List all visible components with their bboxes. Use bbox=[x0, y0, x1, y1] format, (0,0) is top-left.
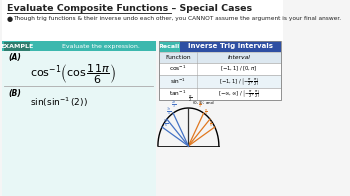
Text: Function: Function bbox=[165, 54, 191, 60]
Text: $\sin^{-1}$: $\sin^{-1}$ bbox=[170, 77, 186, 86]
Text: $[-1,1]\;/\;[0,\pi]$: $[-1,1]\;/\;[0,\pi]$ bbox=[220, 64, 258, 73]
Bar bbox=[159, 63, 281, 75]
Bar bbox=[2, 41, 156, 51]
Text: Though trig functions & their inverse undo each other, you CANNOT assume the arg: Though trig functions & their inverse un… bbox=[13, 16, 341, 21]
Text: $[-\infty,\infty]\;/\;\left[-\frac{\pi}{2},\frac{\pi}{2}\right]$: $[-\infty,\infty]\;/\;\left[-\frac{\pi}{… bbox=[218, 88, 260, 99]
Bar bbox=[159, 41, 180, 52]
Text: Recall: Recall bbox=[159, 44, 180, 49]
Bar bbox=[4, 42, 30, 51]
Text: $\cos^{-1}\!\left(\cos\dfrac{11\pi}{6}\right)$: $\cos^{-1}\!\left(\cos\dfrac{11\pi}{6}\r… bbox=[30, 63, 116, 86]
Text: (B): (B) bbox=[9, 89, 22, 98]
Text: $\frac{5\pi}{6}$: $\frac{5\pi}{6}$ bbox=[163, 119, 169, 130]
Text: ●: ● bbox=[7, 16, 13, 22]
Bar bbox=[159, 87, 281, 100]
Text: $\frac{3\pi}{4}$: $\frac{3\pi}{4}$ bbox=[166, 107, 172, 118]
Text: $\frac{\pi}{3}$: $\frac{\pi}{3}$ bbox=[198, 101, 202, 111]
Text: Evaluate Composite Functions – Special Cases: Evaluate Composite Functions – Special C… bbox=[7, 4, 252, 13]
Text: $(0, 1)$; and: $(0, 1)$; and bbox=[193, 99, 215, 106]
Bar bbox=[2, 0, 283, 41]
Text: Evaluate the expression.: Evaluate the expression. bbox=[62, 44, 140, 48]
Text: $\sin(\sin^{-1}(2))$: $\sin(\sin^{-1}(2))$ bbox=[30, 96, 88, 109]
Text: Interval: Interval bbox=[228, 54, 250, 60]
Bar bbox=[2, 41, 156, 196]
Text: $\frac{\pi}{6}$: $\frac{\pi}{6}$ bbox=[209, 120, 213, 130]
Text: $\cos^{-1}$: $\cos^{-1}$ bbox=[169, 64, 187, 73]
Text: $\tan^{-1}$: $\tan^{-1}$ bbox=[169, 89, 187, 98]
Bar bbox=[159, 41, 281, 52]
Text: Inverse Trig Intervals: Inverse Trig Intervals bbox=[188, 43, 273, 49]
Text: EXAMPLE: EXAMPLE bbox=[0, 44, 34, 48]
Text: $[-1,1]\;/\;\left[-\frac{\pi}{2},\frac{\pi}{2}\right]$: $[-1,1]\;/\;\left[-\frac{\pi}{2},\frac{\… bbox=[219, 76, 259, 87]
Text: $\frac{\pi}{4}$: $\frac{\pi}{4}$ bbox=[204, 108, 208, 118]
Bar bbox=[159, 41, 281, 100]
Bar bbox=[159, 52, 281, 63]
Text: (A): (A) bbox=[9, 53, 22, 62]
Text: $\frac{\pi}{2}$: $\frac{\pi}{2}$ bbox=[188, 93, 192, 104]
Text: $\frac{2\pi}{3}$: $\frac{2\pi}{3}$ bbox=[171, 100, 177, 111]
Bar bbox=[159, 75, 281, 87]
